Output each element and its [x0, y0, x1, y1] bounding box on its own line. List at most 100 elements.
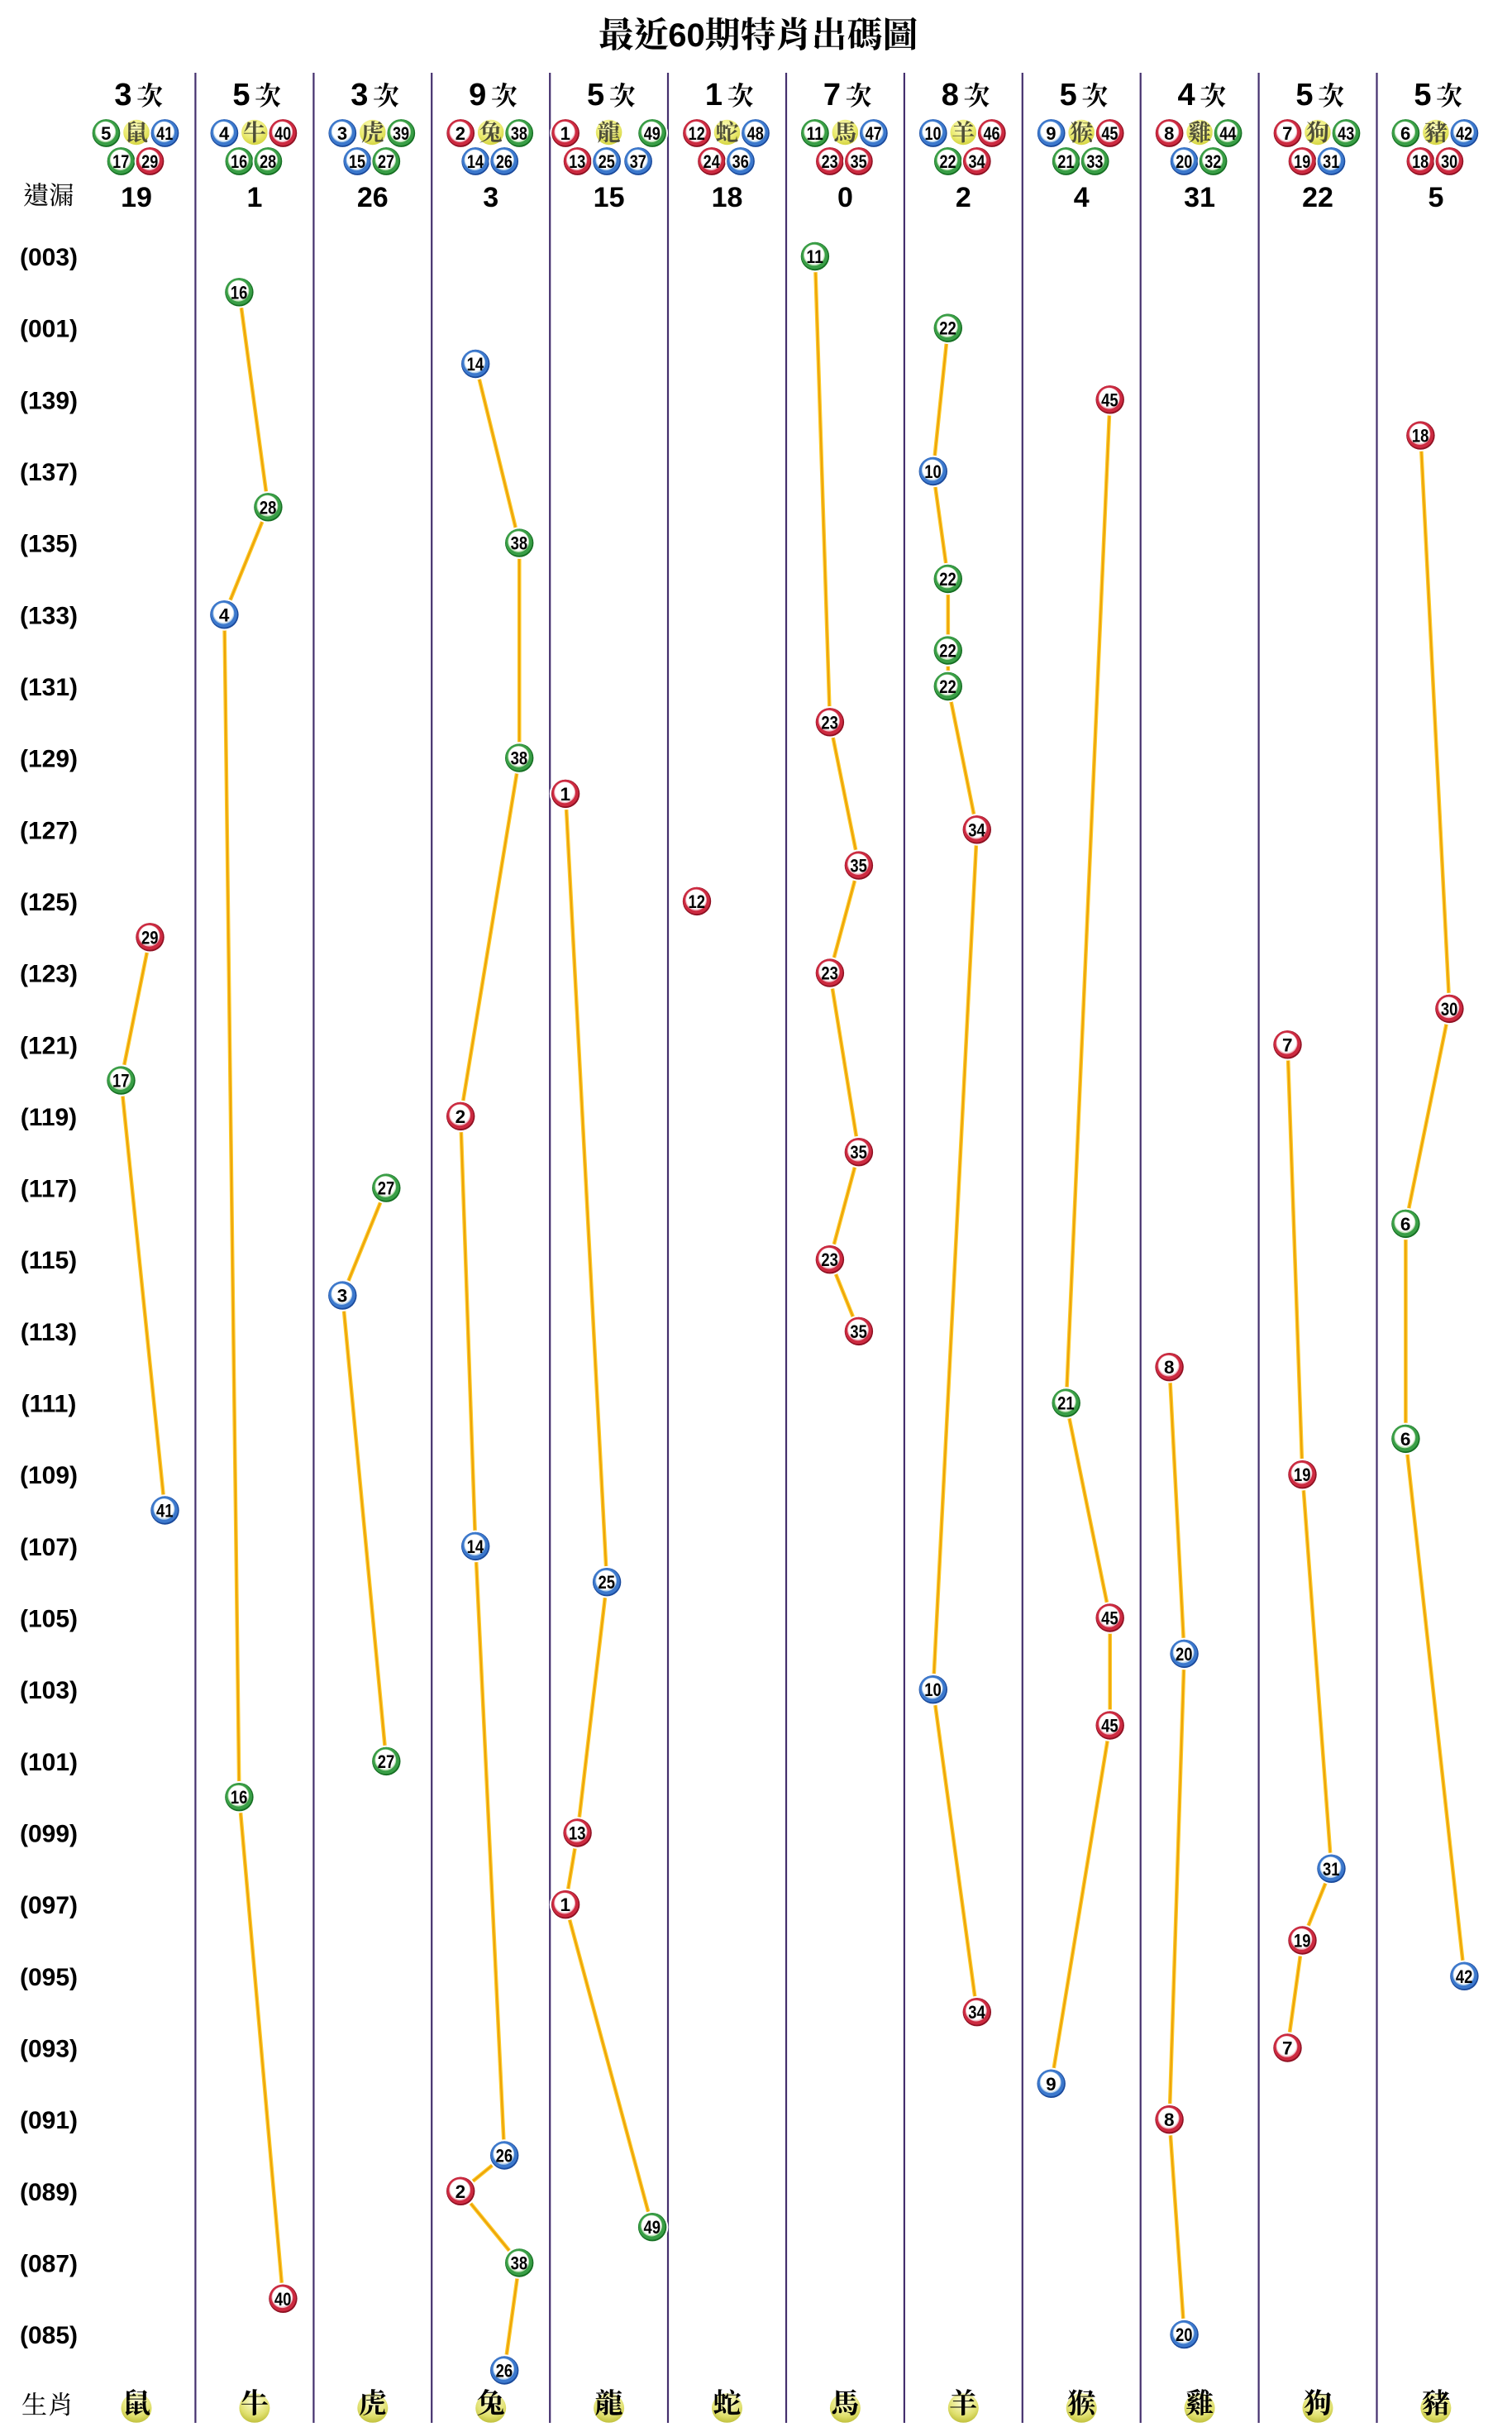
- svg-text:27: 27: [378, 1751, 395, 1772]
- svg-text:(003): (003): [20, 244, 78, 271]
- svg-text:23: 23: [821, 712, 838, 733]
- svg-text:(119): (119): [21, 1104, 77, 1131]
- svg-text:25: 25: [599, 151, 615, 172]
- svg-text:29: 29: [141, 927, 159, 948]
- svg-text:20: 20: [1176, 1644, 1193, 1665]
- svg-text:35: 35: [851, 151, 867, 172]
- svg-text:7: 7: [1282, 1034, 1293, 1055]
- svg-text:34: 34: [968, 151, 985, 172]
- svg-text:15: 15: [349, 151, 365, 172]
- svg-text:36: 36: [732, 151, 749, 172]
- svg-text:(117): (117): [21, 1176, 77, 1203]
- svg-text:11: 11: [807, 123, 823, 144]
- svg-text:9: 9: [1046, 123, 1056, 144]
- svg-text:26: 26: [496, 2361, 513, 2382]
- svg-text:60: 60: [668, 17, 705, 54]
- svg-text:1: 1: [246, 182, 262, 213]
- svg-text:11: 11: [806, 246, 823, 267]
- svg-text:8: 8: [1164, 123, 1174, 144]
- svg-text:33: 33: [1086, 151, 1103, 172]
- svg-text:4: 4: [1178, 78, 1195, 112]
- svg-text:1: 1: [705, 78, 723, 112]
- svg-text:28: 28: [260, 497, 277, 518]
- svg-text:(105): (105): [20, 1606, 78, 1633]
- svg-text:9: 9: [469, 78, 486, 112]
- svg-text:42: 42: [1456, 1966, 1473, 1987]
- svg-text:9: 9: [1046, 2074, 1056, 2095]
- svg-text:45: 45: [1101, 1716, 1118, 1737]
- svg-text:19: 19: [1294, 1931, 1311, 1952]
- svg-text:20: 20: [1176, 151, 1192, 172]
- svg-text:6: 6: [1400, 1214, 1411, 1235]
- svg-text:22: 22: [939, 569, 956, 590]
- svg-text:10: 10: [924, 461, 942, 482]
- svg-text:35: 35: [850, 1321, 867, 1342]
- svg-text:8: 8: [942, 78, 959, 112]
- svg-text:4: 4: [219, 604, 230, 625]
- svg-text:(089): (089): [20, 2179, 78, 2206]
- svg-text:47: 47: [866, 123, 882, 144]
- svg-text:7: 7: [1282, 2038, 1293, 2059]
- svg-text:(101): (101): [20, 1749, 78, 1776]
- svg-text:31: 31: [1323, 1859, 1340, 1880]
- svg-text:22: 22: [939, 641, 956, 662]
- svg-text:18: 18: [1412, 426, 1429, 447]
- svg-text:5: 5: [1428, 182, 1443, 213]
- svg-text:38: 38: [511, 2253, 528, 2274]
- svg-text:19: 19: [1294, 1464, 1311, 1485]
- svg-text:35: 35: [850, 1142, 867, 1163]
- svg-text:22: 22: [939, 151, 956, 172]
- svg-text:17: 17: [112, 1071, 130, 1092]
- svg-text:2: 2: [456, 1106, 466, 1127]
- svg-text:44: 44: [1219, 123, 1237, 144]
- svg-text:8: 8: [1164, 1357, 1175, 1378]
- svg-text:(115): (115): [21, 1247, 77, 1274]
- svg-text:5: 5: [232, 78, 250, 112]
- svg-text:25: 25: [599, 1572, 616, 1593]
- svg-text:16: 16: [231, 1787, 248, 1808]
- svg-text:18: 18: [712, 182, 743, 213]
- svg-text:13: 13: [569, 1823, 586, 1844]
- svg-text:4: 4: [219, 123, 230, 144]
- svg-text:(087): (087): [20, 2251, 78, 2278]
- svg-text:2: 2: [456, 2181, 466, 2202]
- svg-text:(127): (127): [20, 817, 78, 844]
- svg-text:(137): (137): [20, 459, 78, 486]
- svg-text:27: 27: [378, 151, 394, 172]
- svg-text:16: 16: [231, 151, 247, 172]
- svg-text:34: 34: [968, 2002, 985, 2023]
- svg-text:3: 3: [337, 123, 347, 144]
- svg-text:6: 6: [1400, 123, 1410, 144]
- svg-text:45: 45: [1101, 123, 1118, 144]
- svg-text:24: 24: [704, 151, 721, 172]
- svg-text:26: 26: [496, 2146, 513, 2167]
- svg-text:30: 30: [1441, 151, 1457, 172]
- svg-text:(097): (097): [20, 1892, 78, 1919]
- svg-text:1: 1: [560, 1894, 571, 1915]
- svg-text:17: 17: [112, 151, 129, 172]
- svg-text:19: 19: [1294, 151, 1310, 172]
- svg-text:(095): (095): [20, 1964, 78, 1991]
- svg-text:(135): (135): [20, 531, 78, 558]
- svg-text:41: 41: [156, 123, 173, 144]
- svg-text:23: 23: [822, 151, 838, 172]
- svg-text:43: 43: [1338, 123, 1354, 144]
- svg-text:49: 49: [644, 2217, 661, 2238]
- svg-text:16: 16: [231, 282, 248, 303]
- svg-text:23: 23: [821, 1249, 838, 1270]
- svg-text:3: 3: [483, 182, 498, 213]
- svg-text:(099): (099): [20, 1821, 78, 1848]
- svg-text:(103): (103): [20, 1677, 78, 1704]
- svg-text:(001): (001): [20, 316, 78, 343]
- svg-text:22: 22: [1302, 182, 1333, 213]
- svg-text:15: 15: [594, 182, 625, 213]
- svg-text:(125): (125): [20, 889, 78, 916]
- svg-text:10: 10: [924, 123, 941, 144]
- svg-text:2: 2: [956, 182, 971, 213]
- svg-text:40: 40: [274, 123, 291, 144]
- svg-text:21: 21: [1057, 151, 1074, 172]
- svg-text:38: 38: [511, 533, 528, 554]
- svg-text:(107): (107): [20, 1534, 78, 1561]
- svg-text:3: 3: [337, 1286, 348, 1307]
- svg-text:7: 7: [1282, 123, 1292, 144]
